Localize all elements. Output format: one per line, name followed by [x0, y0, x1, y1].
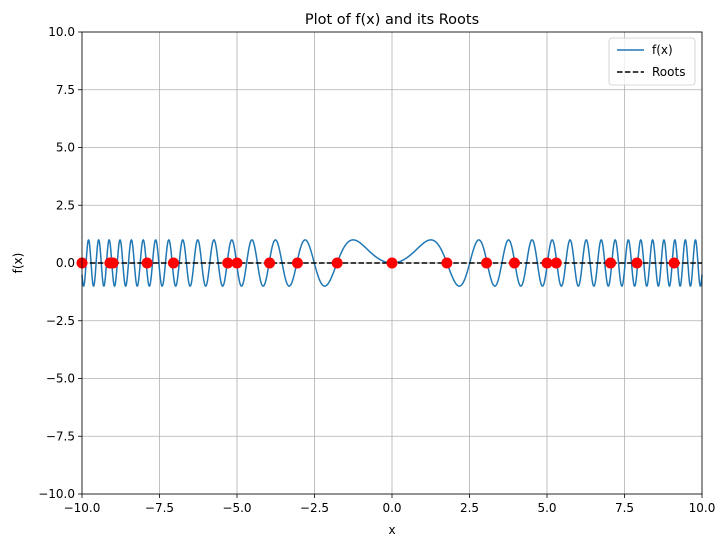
y-tick-label: −5.0 [46, 372, 75, 386]
x-tick-label: 5.0 [537, 501, 556, 515]
legend-roots-label: Roots [652, 65, 685, 79]
root-marker [264, 257, 276, 269]
x-axis-label: x [388, 523, 395, 537]
y-tick-label: 10.0 [48, 25, 75, 39]
root-marker [141, 257, 153, 269]
root-marker [508, 257, 520, 269]
y-tick-label: 5.0 [56, 141, 75, 155]
y-tick-label: 2.5 [56, 198, 75, 212]
legend: f(x) Roots [608, 37, 696, 86]
x-tick-label: −10.0 [64, 501, 101, 515]
x-tick-label: 7.5 [615, 501, 634, 515]
root-marker [631, 257, 643, 269]
root-marker [605, 257, 617, 269]
y-tick-label: −7.5 [46, 429, 75, 443]
root-marker [541, 257, 553, 269]
y-tick-label: 7.5 [56, 83, 75, 97]
y-tick-label: 0.0 [56, 256, 75, 270]
root-marker [481, 257, 493, 269]
x-tick-label: 2.5 [460, 501, 479, 515]
root-marker [107, 257, 119, 269]
legend-fx-label: f(x) [652, 43, 673, 57]
y-axis-label: f(x) [11, 253, 25, 274]
plot-frame [81, 31, 703, 495]
root-marker [386, 257, 398, 269]
root-marker [441, 257, 453, 269]
x-tick-label: 10.0 [689, 501, 716, 515]
root-marker [291, 257, 303, 269]
root-marker [231, 257, 243, 269]
x-tick-label: 0.0 [382, 501, 401, 515]
root-marker [167, 257, 179, 269]
x-tick-label: −2.5 [300, 501, 329, 515]
chart-title: Plot of f(x) and its Roots [305, 12, 479, 28]
root-marker [222, 257, 234, 269]
axis-ticks: −10.0 −7.5 −5.0 −2.5 0.0 2.5 5.0 7.5 10.0 −10.0 −7… [38, 25, 715, 515]
y-tick-label: −10.0 [38, 487, 75, 501]
root-marker [668, 257, 680, 269]
plot-area [76, 239, 703, 287]
root-marker [331, 257, 343, 269]
x-tick-label: −7.5 [145, 501, 174, 515]
x-tick-label: −5.0 [222, 501, 251, 515]
y-tick-label: −2.5 [46, 314, 75, 328]
root-marker [550, 257, 562, 269]
